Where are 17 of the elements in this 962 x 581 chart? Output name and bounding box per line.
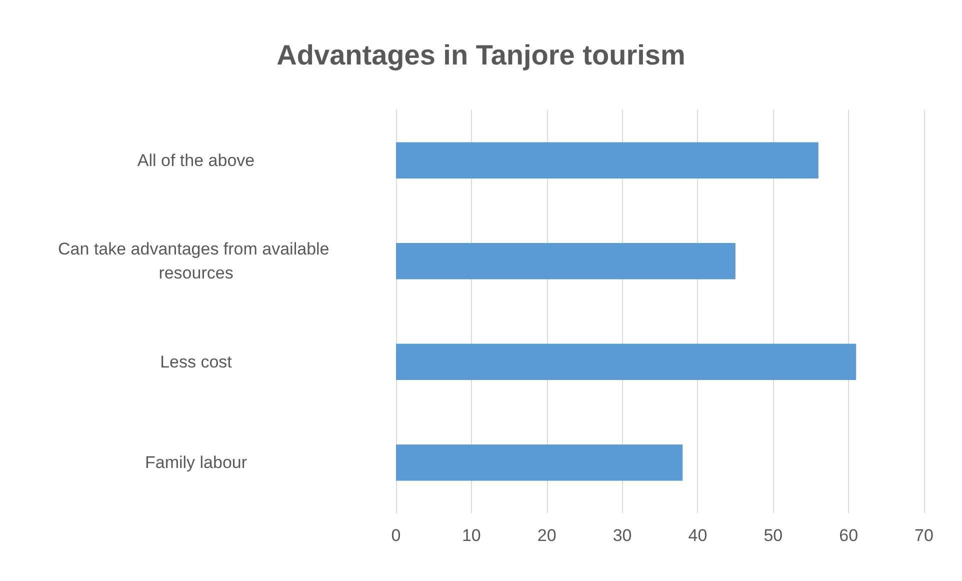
x-tick-label: 50: [764, 526, 783, 545]
y-tick-label: Family labour: [144, 453, 248, 472]
chart-title: Advantages in Tanjore tourism: [276, 40, 686, 70]
bar: [396, 242, 736, 280]
bar: [396, 444, 683, 481]
x-tick-label: 70: [914, 526, 934, 545]
y-tick-label: All of the above: [137, 150, 255, 170]
y-tick-label: Can take advantages from available resources: [58, 240, 334, 283]
x-tick-label: 30: [612, 526, 632, 545]
bar: [396, 344, 856, 380]
bar: [396, 142, 818, 179]
x-tick-label: 10: [462, 526, 481, 545]
x-tick-label: 40: [688, 526, 708, 545]
x-tick-label: 60: [839, 526, 858, 545]
y-tick-label: Less cost: [160, 352, 232, 372]
x-tick-label: 20: [537, 526, 556, 545]
x-tick-label: 0: [391, 526, 401, 545]
